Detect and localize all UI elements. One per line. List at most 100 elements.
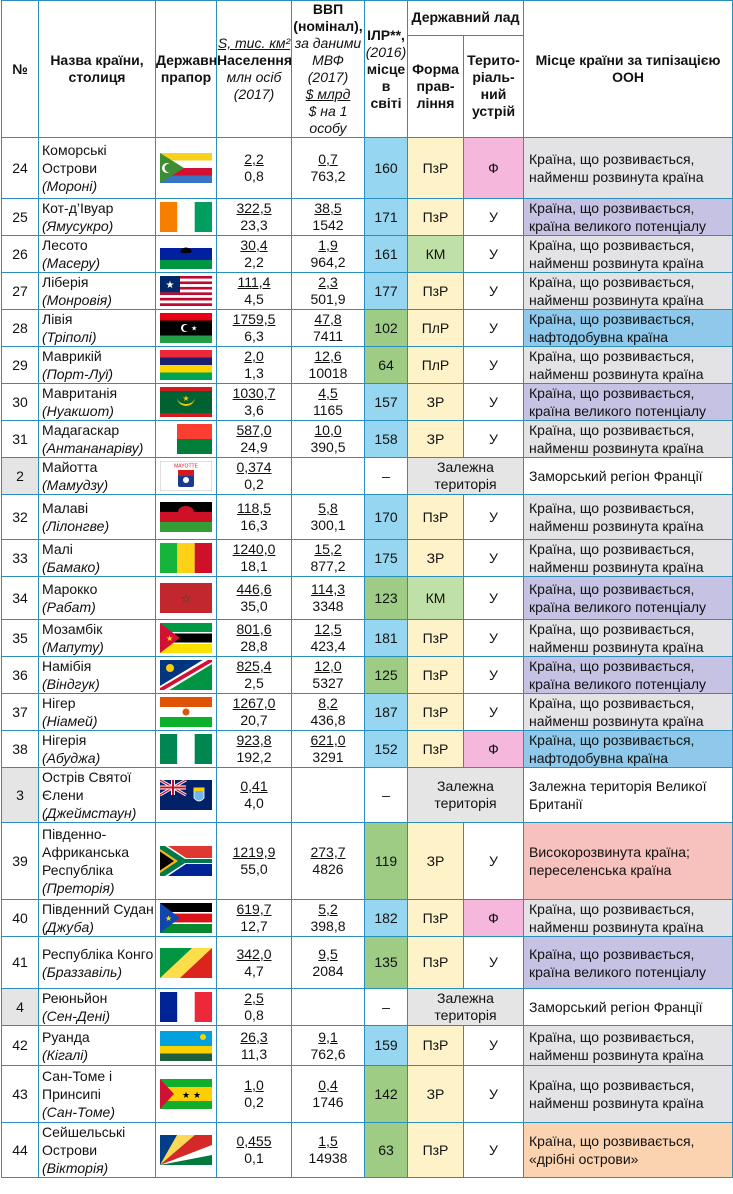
table-row: 31 Мадагаскар (Антананаріву) 587,0 24,9 10,0 3… bbox=[1, 420, 733, 458]
flag-nigeria bbox=[160, 734, 212, 764]
country-capital: (Сан-Томе) bbox=[42, 1104, 116, 1120]
flag-cell: ★ bbox=[155, 309, 217, 347]
flag-niger bbox=[160, 697, 212, 727]
gdp-per-capita-value: 763,2 bbox=[310, 168, 346, 184]
table-row: 25 Кот-д’Івуар (Ямусукро) 322,5 23,3 38,5 1542… bbox=[1, 198, 733, 236]
row-number: 39 bbox=[1, 822, 39, 900]
table-row: 41 Республіка Конго (Браззавіль) 342,0 4,7 9,… bbox=[1, 936, 733, 989]
un-classification: Країна, що розвивається, найменш розвину… bbox=[523, 420, 733, 458]
population-value: 0,2 bbox=[244, 1094, 264, 1110]
area-value: 26,3 bbox=[240, 1028, 268, 1045]
hdi-rank: 152 bbox=[364, 730, 408, 768]
territorial-structure: У bbox=[462, 822, 525, 900]
header-gdp-title: ВВП (номінал), bbox=[293, 1, 363, 35]
gdp-per-capita-value: 436,8 bbox=[310, 712, 346, 728]
header-gov-text: Форма прав-ління bbox=[412, 60, 459, 111]
government-form: ПзР bbox=[407, 1025, 464, 1066]
country-capital: (Кігалі) bbox=[42, 1046, 89, 1063]
gdp-cell: 0,4 1746 bbox=[291, 1065, 365, 1123]
hdi-rank: 171 bbox=[364, 198, 408, 236]
country-name: Лівія bbox=[42, 311, 73, 327]
country-capital: (Ніамей) bbox=[42, 713, 98, 729]
gdp-value: 1,5 bbox=[318, 1133, 338, 1149]
gdp-cell: 2,3 501,9 bbox=[291, 272, 365, 310]
area-value: 342,0 bbox=[236, 945, 272, 962]
flag-cell: ★ bbox=[155, 272, 217, 310]
flag-cell bbox=[155, 137, 217, 199]
gdp-cell: 9,1 762,6 bbox=[291, 1025, 365, 1066]
gdp-cell: 12,6 10018 bbox=[291, 346, 365, 384]
country-capital: (Джуба) bbox=[42, 919, 94, 935]
government-form: КМ bbox=[407, 576, 464, 620]
table-row: 43 Сан-Томе і Принсипі (Сан-Томе) ★ ★ 1,0 0,2 0… bbox=[1, 1065, 733, 1123]
country-name: Реюньйон bbox=[42, 990, 108, 1006]
country-capital: (Мамудзу) bbox=[42, 477, 109, 493]
un-classification: Країна, що розвивається, найменш розвину… bbox=[523, 346, 733, 384]
gdp-cell: 273,7 4826 bbox=[291, 822, 365, 900]
row-number: 2 bbox=[1, 457, 39, 495]
flag-cell: ★ ★ bbox=[155, 1065, 217, 1123]
country-name: Нігер bbox=[42, 695, 76, 711]
country-cell: Південний Судан (Джуба) bbox=[38, 899, 156, 937]
row-number: 25 bbox=[1, 198, 39, 236]
gdp-per-capita-value: 300,1 bbox=[310, 517, 346, 533]
header-hdi-rank: місце в світі bbox=[366, 60, 406, 111]
gdp-per-capita-value: 4826 bbox=[312, 861, 344, 877]
gdp-value: 621,0 bbox=[310, 732, 346, 748]
area-pop-cell: 0,41 4,0 bbox=[216, 767, 292, 823]
area-pop-cell: 2,5 0,8 bbox=[216, 988, 292, 1026]
hdi-rank: 170 bbox=[364, 494, 408, 540]
gdp-per-capita-value: 14938 bbox=[308, 1150, 348, 1166]
country-capital: (Мороні) bbox=[42, 178, 98, 194]
country-cell: Малаві (Лілонгве) bbox=[38, 494, 156, 540]
population-value: 1,3 bbox=[244, 365, 264, 381]
area-pop-cell: 1219,9 55,0 bbox=[216, 822, 292, 900]
flag-cell bbox=[155, 1025, 217, 1066]
territorial-structure: У bbox=[462, 1122, 525, 1178]
country-cell: Маврикій (Порт-Луї) bbox=[38, 346, 156, 384]
country-name: Сейшельські Острови bbox=[42, 1124, 126, 1158]
hdi-rank: 123 bbox=[364, 576, 408, 620]
header-pop-unit: млн осіб (2017) bbox=[226, 69, 282, 102]
country-cell: Південно-Африканська Республіка (Преторія… bbox=[38, 822, 156, 900]
gdp-value: 47,8 bbox=[314, 311, 342, 327]
gdp-per-capita-value: 877,2 bbox=[310, 558, 346, 574]
header-ter: Терито-ріаль-ний устрій bbox=[462, 34, 525, 139]
territorial-structure: У bbox=[462, 1065, 525, 1123]
flag-liberia: ★ bbox=[160, 276, 212, 306]
country-name: Руанда bbox=[42, 1028, 90, 1045]
flag-cell bbox=[155, 346, 217, 384]
country-capital: (Віндгук) bbox=[42, 676, 100, 692]
hdi-rank: – bbox=[364, 767, 408, 823]
area-pop-cell: 446,6 35,0 bbox=[216, 576, 292, 620]
gdp-value: 15,2 bbox=[314, 541, 342, 557]
area-pop-cell: 619,7 12,7 bbox=[216, 899, 292, 937]
un-classification: Країна, що розвивається, найменш розвину… bbox=[523, 619, 733, 657]
country-name: Південно-Африканська Республіка bbox=[42, 826, 130, 878]
row-number: 26 bbox=[1, 235, 39, 273]
header-gdp-source: за даними МВФ (2017) bbox=[294, 35, 362, 85]
country-cell: Лівія (Тріполі) bbox=[38, 309, 156, 347]
country-cell: Намібія (Віндгук) bbox=[38, 656, 156, 694]
flag-cell bbox=[155, 198, 217, 236]
area-pop-cell: 825,4 2,5 bbox=[216, 656, 292, 694]
population-value: 6,3 bbox=[244, 328, 264, 344]
flag-cell bbox=[155, 767, 217, 823]
flag-cell: ★ bbox=[155, 619, 217, 657]
gdp-value: 0,7 bbox=[318, 151, 338, 167]
gdp-value: 0,4 bbox=[318, 1077, 338, 1093]
un-classification: Країна, що розвивається, найменш розвину… bbox=[523, 693, 733, 731]
country-cell: Мозамбік (Мапуту) bbox=[38, 619, 156, 657]
government-form: ПзР bbox=[407, 137, 464, 199]
area-pop-cell: 2,2 0,8 bbox=[216, 137, 292, 199]
gdp-per-capita-value: 1542 bbox=[312, 217, 344, 233]
area-value: 0,41 bbox=[240, 778, 268, 794]
hdi-rank: 63 bbox=[364, 1122, 408, 1178]
gdp-per-capita-value: 964,2 bbox=[310, 254, 346, 270]
territorial-structure: У bbox=[462, 420, 525, 458]
government-form: ПзР bbox=[407, 494, 464, 540]
flag-southsudan: ★ bbox=[160, 903, 212, 933]
flag-cell: ☆ bbox=[155, 576, 217, 620]
area-pop-cell: 0,374 0,2 bbox=[216, 457, 292, 495]
table-row: 39 Південно-Африканська Республіка (Претор… bbox=[1, 822, 733, 900]
